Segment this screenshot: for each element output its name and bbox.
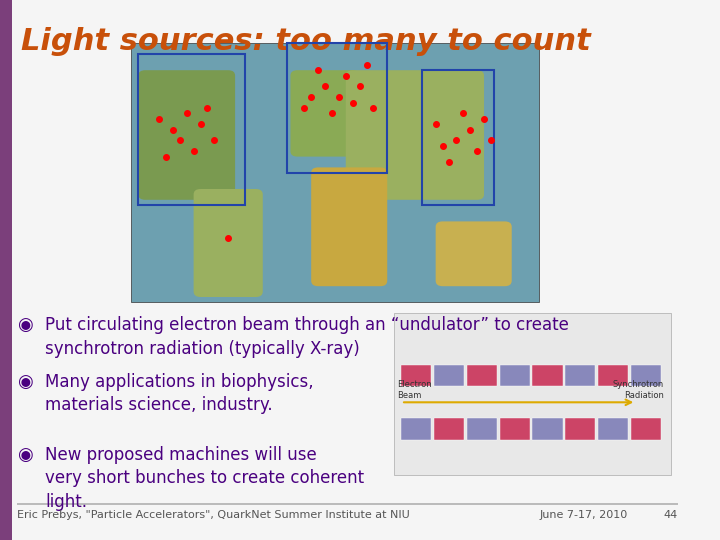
Text: ◉: ◉: [17, 316, 33, 334]
Text: ◉: ◉: [17, 446, 33, 463]
FancyBboxPatch shape: [533, 364, 562, 386]
Bar: [17, 503, 678, 505]
Text: New proposed machines will use
very short bunches to create coherent
light.: New proposed machines will use very shor…: [45, 446, 364, 511]
FancyBboxPatch shape: [467, 364, 497, 386]
FancyBboxPatch shape: [500, 364, 530, 386]
FancyBboxPatch shape: [394, 313, 671, 475]
Text: Eric Prebys, "Particle Accelerators", QuarkNet Summer Institute at NIU: Eric Prebys, "Particle Accelerators", Qu…: [17, 510, 410, 521]
FancyBboxPatch shape: [467, 418, 497, 440]
FancyBboxPatch shape: [631, 364, 661, 386]
FancyBboxPatch shape: [434, 364, 464, 386]
Text: Electron
Beam: Electron Beam: [397, 380, 432, 400]
Text: Synchrotron
Radiation: Synchrotron Radiation: [613, 380, 664, 400]
Bar: [422, 70, 495, 205]
FancyBboxPatch shape: [598, 418, 629, 440]
FancyBboxPatch shape: [500, 418, 530, 440]
FancyBboxPatch shape: [311, 167, 387, 286]
FancyBboxPatch shape: [346, 70, 484, 200]
Text: Many applications in biophysics,
materials science, industry.: Many applications in biophysics, materia…: [45, 373, 314, 414]
Text: Light sources: too many to count: Light sources: too many to count: [21, 27, 590, 56]
Text: Put circulating electron beam through an “undulator” to create
synchrotron radia: Put circulating electron beam through an…: [45, 316, 569, 357]
Bar: [138, 54, 246, 205]
Text: ◉: ◉: [17, 373, 33, 390]
FancyBboxPatch shape: [290, 70, 359, 157]
FancyBboxPatch shape: [565, 364, 595, 386]
FancyBboxPatch shape: [401, 418, 431, 440]
Bar: [287, 43, 387, 173]
FancyBboxPatch shape: [565, 418, 595, 440]
FancyBboxPatch shape: [533, 418, 562, 440]
Text: 44: 44: [664, 510, 678, 521]
FancyBboxPatch shape: [598, 364, 629, 386]
FancyBboxPatch shape: [131, 43, 539, 302]
FancyBboxPatch shape: [631, 418, 661, 440]
FancyBboxPatch shape: [138, 70, 235, 200]
FancyBboxPatch shape: [436, 221, 512, 286]
FancyBboxPatch shape: [194, 189, 263, 297]
FancyBboxPatch shape: [401, 364, 431, 386]
Bar: [0, 0, 12, 540]
Text: June 7-17, 2010: June 7-17, 2010: [539, 510, 628, 521]
FancyBboxPatch shape: [434, 418, 464, 440]
